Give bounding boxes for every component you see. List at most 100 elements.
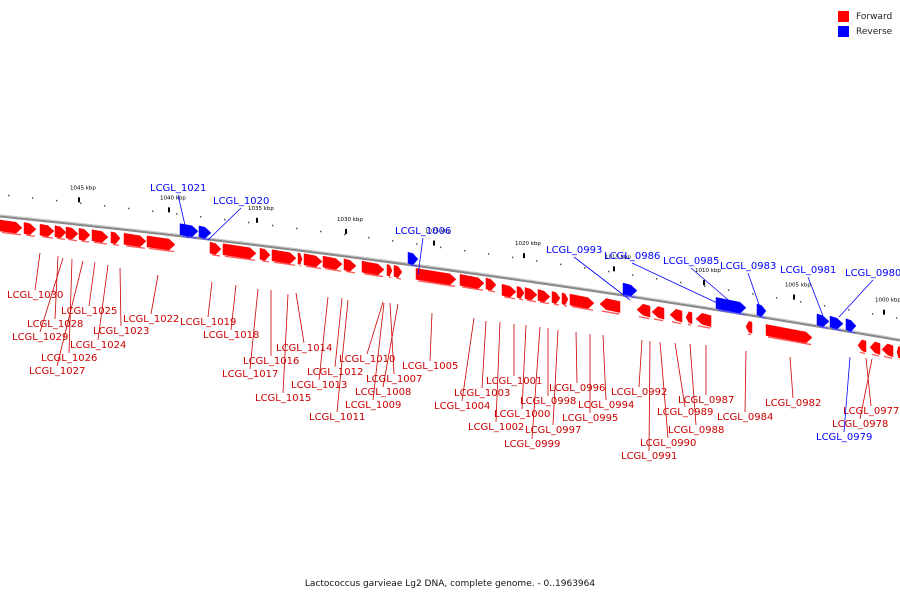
- gene-label-bottom-leader: [150, 274, 159, 315]
- forward-gene-shadow: [388, 276, 392, 279]
- gene-label-top-leader: [747, 272, 763, 314]
- ruler-tick: [793, 294, 795, 300]
- forward-gene-shadow: [883, 355, 893, 359]
- ruler-dot: [296, 227, 298, 230]
- forward-gene: [415, 268, 457, 286]
- ruler-dot: [368, 236, 370, 239]
- gene-label-top: LCGL_1021: [150, 183, 206, 194]
- reverse-gene-shadow: [409, 264, 418, 267]
- gene-label-bottom-leader: [318, 296, 329, 381]
- forward-gene: [551, 291, 561, 304]
- forward-gene-shadow: [487, 289, 496, 293]
- reverse-gene: [715, 297, 747, 314]
- forward-gene-shadow: [93, 241, 108, 245]
- gene-label-top: LCGL_0983: [720, 261, 776, 272]
- forward-gene-shadow: [871, 353, 880, 357]
- gene-label-bottom-leader: [481, 320, 487, 389]
- ruler-dot: [152, 210, 154, 212]
- gene-label-bottom-leader: [602, 334, 607, 401]
- ruler-dot: [416, 243, 418, 245]
- legend-label-forward: Forward: [856, 11, 893, 22]
- gene-label-bottom: LCGL_1018: [203, 330, 259, 341]
- gene-label-bottom-leader: [859, 358, 873, 420]
- gene-label-bottom-leader: [119, 267, 122, 327]
- gene-label-bottom: LCGL_1025: [61, 306, 117, 317]
- reverse-gene-shadow: [624, 294, 637, 299]
- gene-label-bottom-leader: [495, 321, 501, 423]
- forward-gene: [695, 313, 712, 327]
- ruler-dot: [32, 197, 34, 199]
- forward-gene: [869, 341, 881, 355]
- forward-gene-shadow: [56, 237, 66, 241]
- forward-gene: [343, 258, 357, 272]
- forward-gene: [516, 286, 525, 299]
- gene-label-bottom-leader: [336, 299, 349, 413]
- forward-gene: [501, 283, 517, 298]
- forward-gene: [54, 225, 67, 239]
- ruler-dot: [776, 297, 778, 299]
- gene-label-bottom-leader: [689, 343, 697, 426]
- forward-gene-shadow: [261, 260, 270, 263]
- reverse-gene: [622, 282, 638, 297]
- ruler-tick: [345, 228, 347, 234]
- reverse-swatch: [838, 26, 849, 37]
- gene-label-bottom: LCGL_1027: [29, 366, 85, 377]
- forward-gene: [322, 255, 343, 270]
- forward-gene-shadow: [687, 323, 692, 326]
- gene-label-bottom-leader: [575, 331, 578, 384]
- gene-label-bottom: LCGL_0978: [832, 419, 888, 430]
- ruler-tick: [78, 197, 80, 203]
- gene-label-bottom-leader: [97, 264, 109, 341]
- gene-label-bottom: LCGL_1005: [402, 361, 458, 372]
- ruler-label: 1010 kbp: [695, 268, 721, 274]
- ruler-dot: [392, 240, 394, 242]
- ruler-dot: [224, 218, 226, 221]
- legend-item-reverse: Reverse: [838, 24, 892, 39]
- forward-gene-shadow: [461, 286, 484, 291]
- gene-label-bottom-leader: [372, 302, 385, 401]
- forward-gene: [361, 260, 385, 276]
- forward-gene-shadow: [299, 264, 302, 267]
- gene-label-bottom-leader: [295, 292, 305, 344]
- gene-label-bottom: LCGL_1003: [454, 388, 510, 399]
- forward-gene-shadow: [148, 247, 175, 253]
- ruler-dot: [896, 317, 898, 319]
- ruler-label: 1000 kbp: [875, 298, 900, 304]
- ruler-dot: [248, 221, 250, 224]
- gene-label-bottom: LCGL_1007: [366, 374, 422, 385]
- gene-label-bottom: LCGL_1029: [12, 332, 68, 343]
- gene-label-bottom-leader: [39, 257, 64, 333]
- forward-gene-shadow: [1, 231, 22, 236]
- forward-gene-shadow: [563, 304, 568, 307]
- gene-label-top: LCGL_0980: [845, 268, 900, 279]
- gene-label-bottom: LCGL_1014: [276, 343, 332, 354]
- forward-gene-shadow: [859, 351, 866, 355]
- gene-label-bottom: LCGL_1004: [434, 401, 490, 412]
- forward-gene-shadow: [518, 298, 524, 301]
- forward-gene-shadow: [80, 240, 90, 243]
- forward-gene-shadow: [767, 336, 812, 346]
- gene-label-bottom-leader: [230, 284, 237, 331]
- gene-label-bottom: LCGL_0996: [549, 383, 605, 394]
- forward-gene-shadow: [553, 303, 560, 306]
- ruler-dot: [344, 233, 346, 236]
- gene-label-bottom-leader: [56, 260, 84, 367]
- forward-gene-shadow: [25, 234, 36, 237]
- forward-gene-shadow: [638, 316, 650, 320]
- gene-label-bottom-leader: [521, 324, 527, 410]
- forward-gene-shadow: [345, 270, 356, 274]
- gene-label-bottom: LCGL_1019: [180, 317, 236, 328]
- ruler-tick: [703, 280, 705, 286]
- forward-gene-shadow: [503, 296, 516, 300]
- forward-gene-shadow: [395, 277, 402, 280]
- gene-label-bottom-leader: [282, 293, 289, 394]
- gene-label-top: LCGL_0981: [780, 265, 836, 276]
- gene-label-bottom: LCGL_1028: [27, 319, 83, 330]
- ruler-dot: [80, 202, 82, 204]
- ruler-dot: [176, 213, 178, 215]
- gene-label-bottom: LCGL_1001: [486, 376, 542, 387]
- gene-label-bottom: LCGL_0990: [640, 438, 696, 449]
- ruler-label: 1030 kbp: [337, 217, 363, 223]
- gene-label-bottom: LCGL_1008: [355, 387, 411, 398]
- ruler-dot: [440, 246, 442, 249]
